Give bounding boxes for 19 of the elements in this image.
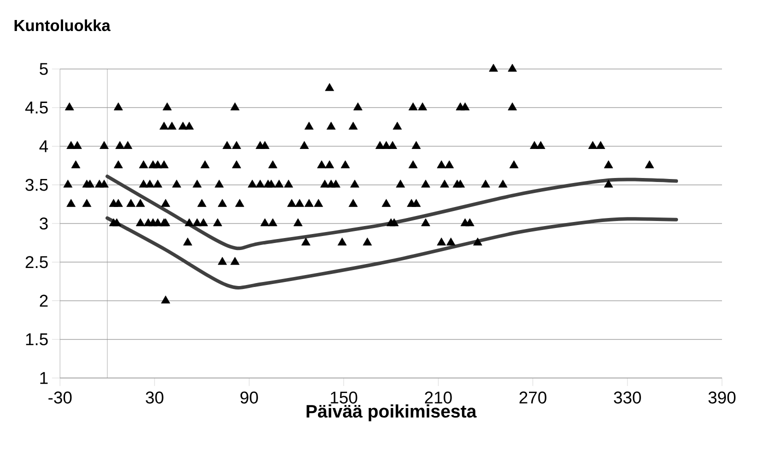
y-tick-label: 4.5 [25, 102, 48, 114]
y-tick-label: 1.5 [26, 333, 48, 346]
y-tick-label: 3 [40, 217, 48, 230]
y-tick-label: 4 [39, 140, 48, 152]
y-tick-label: 2.5 [26, 256, 48, 268]
x-tick-label: 330 [614, 392, 641, 404]
y-tick-label: 2 [40, 294, 48, 307]
x-tick-label: 390 [708, 392, 736, 404]
x-tick-label: 150 [330, 392, 358, 404]
y-tick-label: 1 [40, 372, 48, 384]
y-tick-label: 5 [40, 63, 48, 75]
y-tick-label: 3.5 [25, 178, 48, 191]
x-tick-label: 270 [520, 392, 546, 404]
x-tick-label: -30 [48, 392, 72, 404]
y-axis-title: Kuntoluokka [14, 19, 111, 32]
x-tick-label: 30 [146, 392, 164, 404]
x-axis-title: Päivää poikimisesta [306, 404, 477, 422]
x-tick-label: 90 [240, 392, 258, 404]
x-tick-label: 210 [424, 392, 452, 404]
